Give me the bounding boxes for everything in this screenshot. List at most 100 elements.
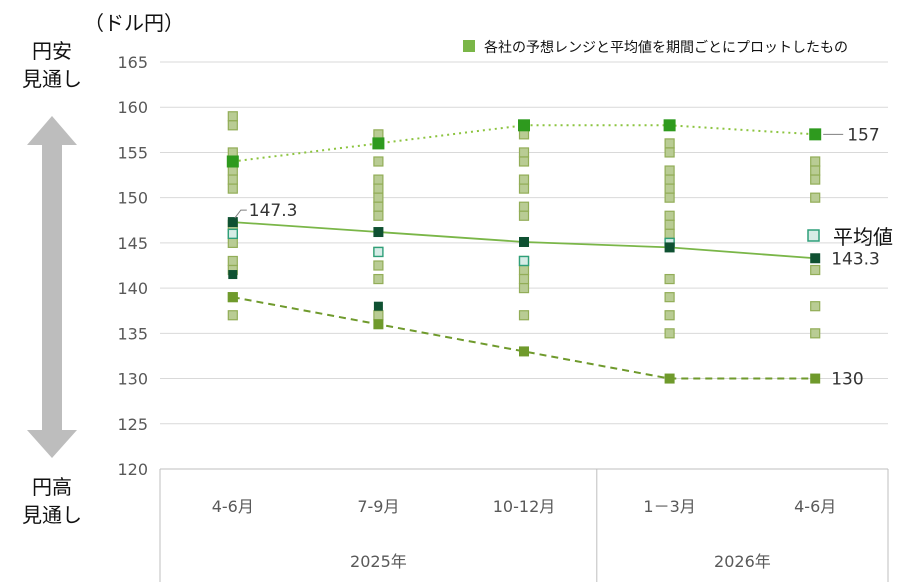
average-forecast-marker [664, 242, 675, 253]
low-forecast-marker [519, 346, 529, 357]
low-forecast-marker [664, 373, 675, 384]
forecast-point [373, 156, 384, 167]
year-label: 2026年 [714, 552, 771, 571]
forecast-point [810, 328, 821, 339]
bottom-label-line2: 見通し [22, 503, 82, 527]
low-forecast-line [232, 296, 816, 380]
forecast-point [227, 120, 238, 131]
forecast-point [664, 210, 675, 221]
average-forecast-marker [519, 236, 529, 247]
legend-text: 各社の予想レンジと平均値を期間ごとにプロットしたもの [484, 40, 848, 56]
category-label: 10-12月 [493, 497, 556, 516]
extra-marker [373, 301, 383, 311]
high-forecast-marker [372, 137, 385, 150]
category-label: 1－3月 [643, 497, 695, 516]
forecast-point [227, 111, 238, 122]
forecast-point [518, 156, 530, 167]
forecast-point [227, 174, 238, 185]
forecast-point [373, 192, 384, 203]
average-legend-label: 平均値 [833, 225, 893, 249]
data-label: 147.3 [249, 201, 298, 221]
unit-label: （ドル円） [84, 11, 184, 35]
forecast-point [227, 255, 238, 267]
forecast-point [227, 310, 238, 321]
forecast-point [518, 174, 530, 185]
forecast-points [227, 111, 821, 339]
legend-swatch [463, 40, 475, 52]
forecast-point [373, 273, 384, 285]
forecast-point [810, 165, 821, 176]
forecast-point [664, 328, 675, 339]
y-tick-label: 125 [117, 415, 148, 434]
forecast-point [518, 183, 530, 194]
high-forecast-marker [226, 155, 239, 168]
average-legend: 平均値 [807, 225, 893, 249]
forecast-point [810, 192, 821, 203]
low-forecast-marker [810, 373, 821, 384]
category-label: 4-6月 [212, 497, 254, 516]
year-label: 2025年 [350, 552, 407, 571]
average-forecast-point [518, 255, 530, 267]
y-tick-label: 155 [117, 143, 148, 162]
down-arrowhead [27, 430, 77, 458]
average-forecast-point [227, 228, 239, 240]
forecast-point [518, 210, 530, 221]
yen-direction-arrow [27, 116, 77, 458]
forecast-point [518, 147, 530, 158]
forecast-point [664, 273, 675, 285]
low-forecast-marker [373, 319, 384, 330]
category-label: 4-6月 [794, 497, 836, 516]
high-forecast-line [232, 124, 816, 163]
forecast-point [373, 310, 384, 321]
y-tick-label: 145 [117, 234, 148, 253]
forecast-point [664, 292, 675, 303]
forecast-point [518, 310, 530, 321]
forecast-point [664, 192, 675, 203]
category-label: 7-9月 [357, 497, 399, 516]
forecast-point [373, 260, 384, 271]
forecast-point [664, 310, 675, 321]
average-forecast-marker [227, 217, 238, 228]
up-arrowhead [27, 116, 77, 145]
top-label-line2: 見通し [22, 67, 82, 91]
data-label: 143.3 [831, 249, 880, 269]
forecast-point [518, 201, 530, 212]
y-axis-ticks: 120 125 130 135 140 145 150 155 160 165 [117, 53, 148, 479]
forecast-point [227, 237, 238, 248]
forecast-point [373, 201, 384, 212]
forecast-point [810, 174, 821, 185]
high-forecast-marker [663, 119, 676, 132]
average-forecast-point [373, 246, 384, 258]
forecast-point [664, 228, 675, 239]
high-forecast-marker [809, 128, 822, 141]
y-tick-label: 130 [117, 370, 148, 389]
average-forecast-marker [373, 227, 384, 238]
forecast-point [373, 174, 384, 185]
forecast-point [227, 183, 238, 194]
forecast-point [518, 264, 530, 276]
y-tick-label: 160 [117, 98, 148, 117]
forecast-point [518, 283, 530, 294]
forecast-point [664, 147, 675, 158]
data-label: 157 [847, 125, 879, 145]
forecast-point [664, 183, 675, 194]
y-tick-label: 140 [117, 279, 148, 298]
y-tick-label: 150 [117, 189, 148, 208]
top-label-line1: 円安 [32, 39, 72, 63]
forecast-point [664, 165, 675, 176]
y-tick-label: 135 [117, 324, 148, 343]
forecast-point [810, 301, 821, 312]
extra-marker [228, 270, 238, 280]
year-groups: 2025年 2026年 [350, 552, 771, 571]
forecast-point [518, 273, 530, 285]
label-leader [234, 209, 247, 219]
high-forecast-marker [518, 119, 530, 132]
average-forecast-marker [810, 253, 821, 264]
x-axis-categories: 4-6月 7-9月 10-12月 1－3月 4-6月 [212, 497, 837, 516]
data-label: 130 [831, 370, 863, 390]
forecast-point [664, 138, 675, 149]
y-tick-label: 120 [117, 460, 148, 479]
series-lines [226, 119, 822, 384]
forecast-point [810, 156, 821, 167]
